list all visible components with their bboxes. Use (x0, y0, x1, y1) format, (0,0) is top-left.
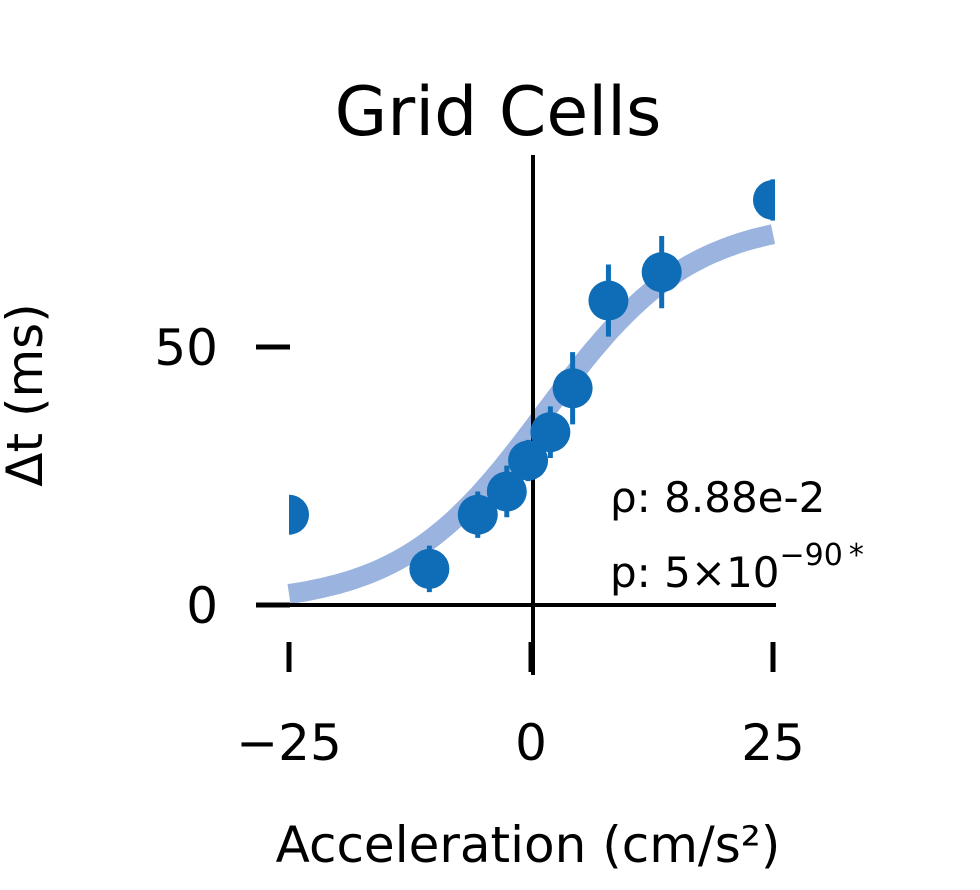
x-tick-label: −25 (236, 714, 342, 772)
x-tick-label: 25 (741, 714, 805, 772)
data-point (457, 494, 498, 535)
significance-star: * (849, 538, 864, 573)
data-point (641, 252, 682, 293)
data-point (486, 471, 527, 512)
data-point (552, 368, 593, 409)
data-point (530, 412, 571, 453)
rho-annotation: ρ: 8.88e-2 (610, 473, 825, 522)
p-value-exponent: −90 (780, 538, 843, 573)
y-tick-label: 0 (186, 577, 218, 635)
x-axis-label: Acceleration (cm/s²) (276, 816, 781, 874)
p-value-annotation: p: 5×10−90 * (610, 538, 864, 597)
x-tick-label: 0 (515, 714, 547, 772)
data-point (289, 494, 309, 535)
data-point (588, 280, 629, 321)
chart-title: Grid Cells (335, 73, 662, 152)
data-point (753, 179, 775, 220)
ticks-layer: −25 0 25 0 50 (154, 319, 804, 772)
data-point (409, 548, 450, 589)
y-tick-label: 50 (154, 319, 218, 377)
data-point (508, 440, 549, 481)
points-layer (289, 179, 775, 593)
p-value-prefix: p: 5×10 (610, 548, 780, 597)
y-axis-label: Δt (ms) (0, 303, 54, 486)
data-points (289, 179, 775, 593)
